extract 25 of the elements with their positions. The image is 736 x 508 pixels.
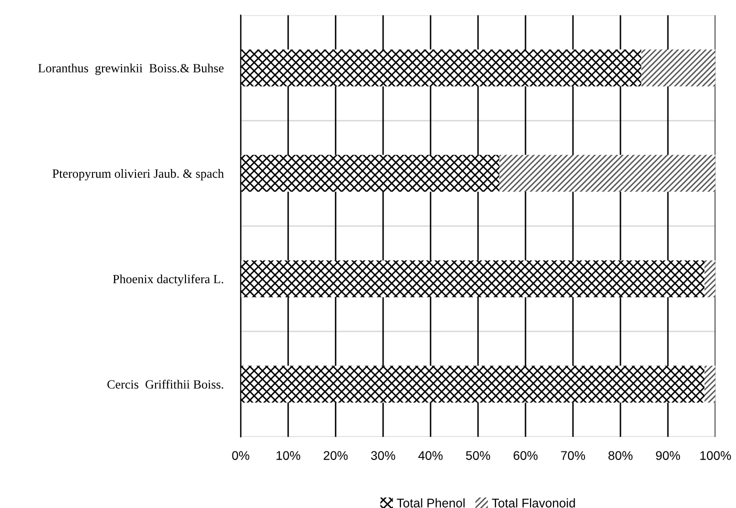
x-tick-label: 20% — [324, 451, 348, 460]
y-tick-label: Cercis Griffithii Boiss. — [107, 380, 224, 389]
x-tick-label: 90% — [656, 451, 680, 460]
x-tick-label: 60% — [514, 451, 538, 460]
y-tick-label: Pteropyrum olivieri Jaub. & spach — [52, 169, 224, 180]
y-tick-label: Loranthus grewinkii Boiss.& Buhse — [38, 64, 224, 75]
x-tick-label: 100% — [700, 451, 731, 460]
x-tick-label: 0% — [232, 451, 250, 460]
bar — [240, 50, 642, 86]
bar — [641, 50, 716, 86]
legend-label: Total Flavonoid — [492, 498, 575, 508]
x-tick-label: 30% — [371, 451, 396, 460]
bar — [240, 366, 704, 403]
x-tick-label: 10% — [276, 451, 300, 460]
x-tick-label: 50% — [466, 451, 490, 460]
x-tick-label: 80% — [608, 451, 633, 460]
bar — [499, 154, 716, 192]
legend-label: Total Phenol — [396, 498, 465, 508]
bar — [240, 260, 704, 298]
x-tick-label: 70% — [561, 451, 586, 460]
bar — [240, 154, 500, 192]
y-tick-label: Phoenix dactylifera L. — [112, 274, 224, 286]
x-tick-label: 40% — [418, 451, 443, 460]
bar — [704, 366, 716, 403]
bar — [704, 260, 716, 298]
